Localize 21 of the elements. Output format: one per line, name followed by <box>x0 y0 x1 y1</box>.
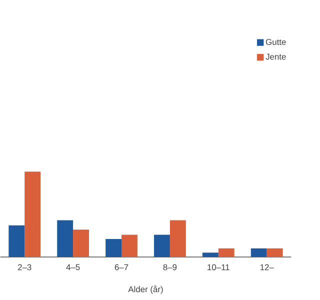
bar <box>24 172 41 257</box>
x-tick-label: 2–3 <box>18 264 32 270</box>
legend-label: Gutte <box>266 38 286 45</box>
bar <box>73 230 89 257</box>
bar <box>250 248 267 257</box>
bar <box>106 238 122 257</box>
x-tick-label: 4–5 <box>66 264 80 270</box>
bar <box>266 248 283 257</box>
bar <box>57 220 74 257</box>
bar <box>8 225 25 257</box>
x-tick-label: 10–11 <box>208 264 230 270</box>
x-tick-label: 6–7 <box>114 264 128 270</box>
legend-label: Jente <box>266 54 286 60</box>
bar <box>122 234 138 257</box>
bar <box>170 220 186 257</box>
x-axis-title: Alder (år) <box>128 285 163 294</box>
bar <box>218 248 234 257</box>
x-tick-label: 8–9 <box>163 264 177 270</box>
bar <box>154 234 170 257</box>
bar <box>202 252 218 257</box>
x-tick-label: 12– <box>260 264 274 270</box>
